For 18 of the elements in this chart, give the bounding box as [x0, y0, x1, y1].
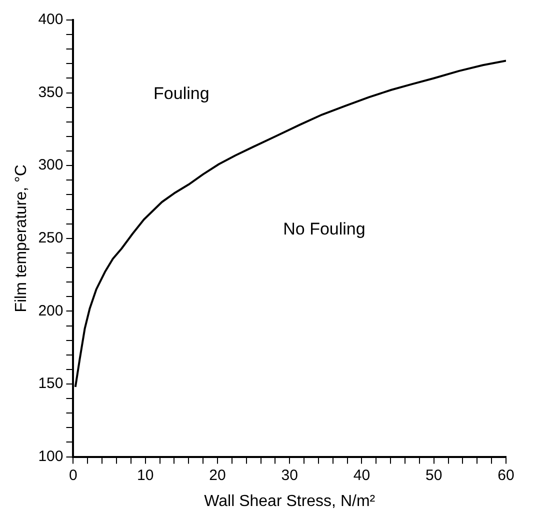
- y-tick-label: 250: [38, 230, 64, 247]
- y-tick-label: 150: [38, 375, 64, 392]
- y-axis-title: Film temperature, °C: [13, 164, 30, 312]
- y-tick-label: 300: [38, 156, 64, 174]
- annotation: No Fouling: [283, 219, 366, 238]
- x-tick-label: 40: [353, 466, 370, 484]
- x-axis-title: Wall Shear Stress, N/m²: [204, 492, 376, 510]
- x-tick-label: 60: [498, 466, 514, 484]
- x-tick-label: 20: [209, 466, 226, 484]
- x-tick-label: 30: [281, 466, 298, 484]
- y-tick-label: 100: [38, 448, 64, 465]
- y-tick-label: 200: [38, 302, 64, 320]
- y-tick-label: 400: [38, 11, 64, 28]
- annotation: Fouling: [154, 84, 210, 103]
- x-tick-label: 0: [69, 466, 78, 484]
- x-tick-label: 10: [137, 466, 154, 484]
- y-tick-label: 350: [38, 84, 64, 101]
- x-tick-label: 50: [426, 466, 442, 484]
